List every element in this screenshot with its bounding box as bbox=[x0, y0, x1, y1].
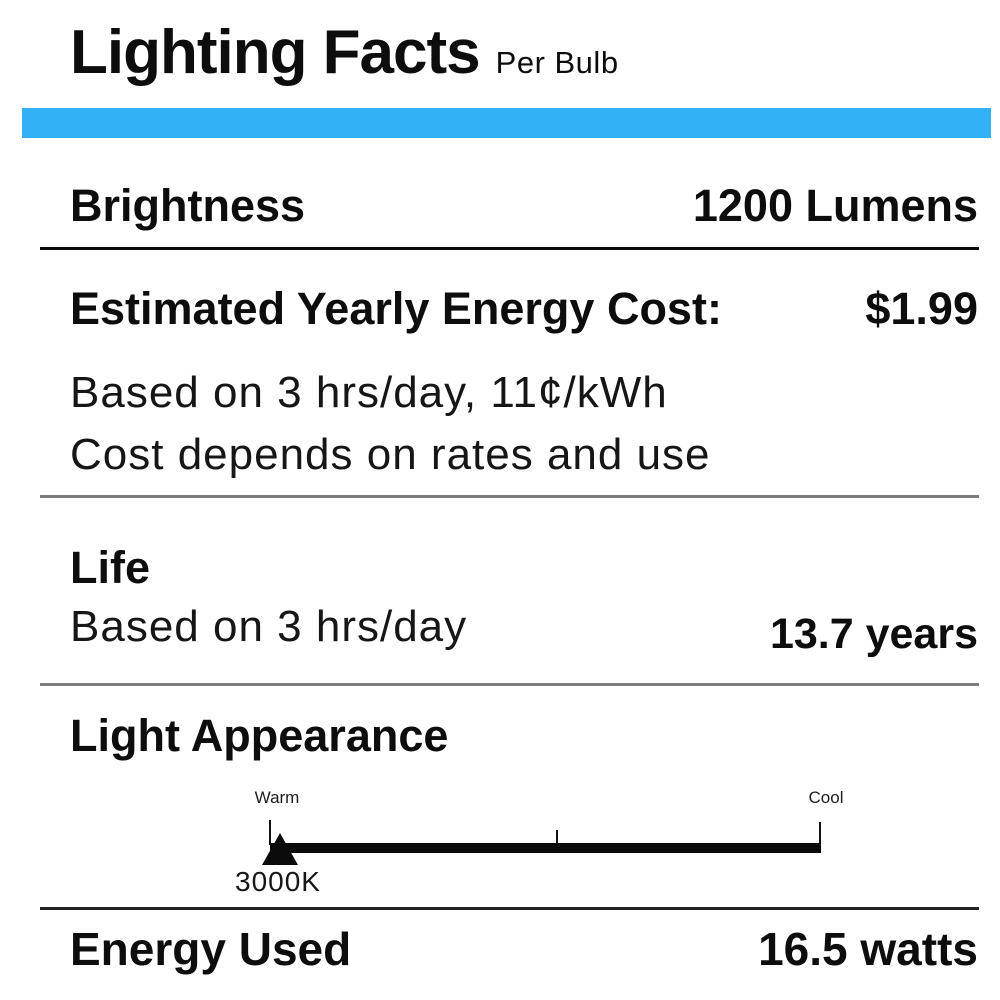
scale-tick-middle bbox=[556, 830, 558, 843]
energy-cost-note-line1: Based on 3 hrs/day, 11¢/kWh bbox=[70, 368, 668, 417]
kelvin-marker-value: 3000K bbox=[235, 866, 321, 897]
divider-before-energy-used bbox=[40, 907, 979, 910]
energy-cost-row: Estimated Yearly Energy Cost: $1.99 bbox=[70, 283, 978, 335]
page-subtitle: Per Bulb bbox=[495, 45, 619, 80]
life-note: Based on 3 hrs/day bbox=[70, 602, 468, 651]
energy-cost-label: Estimated Yearly Energy Cost: bbox=[70, 283, 722, 334]
light-appearance-label: Light Appearance bbox=[70, 710, 449, 761]
light-appearance-heading-row: Light Appearance bbox=[70, 710, 978, 762]
energy-cost-note-line2: Cost depends on rates and use bbox=[70, 430, 711, 479]
kelvin-marker-triangle-icon bbox=[262, 833, 298, 865]
life-value: 13.7 years bbox=[769, 610, 978, 658]
brightness-label: Brightness bbox=[70, 180, 306, 231]
scale-bar bbox=[270, 843, 821, 853]
life-heading-row: Life bbox=[70, 542, 978, 594]
energy-used-row: Energy Used 16.5 watts bbox=[70, 922, 978, 976]
page-title: Lighting Facts bbox=[70, 18, 481, 87]
energy-used-label: Energy Used bbox=[70, 923, 352, 975]
cool-label: Cool bbox=[808, 788, 844, 807]
warm-label: Warm bbox=[254, 788, 300, 807]
title-row: Lighting Facts Per Bulb bbox=[70, 18, 619, 88]
life-detail-row: Based on 3 hrs/day 13.7 years bbox=[70, 602, 978, 658]
divider-after-brightness bbox=[40, 247, 979, 250]
brightness-row: Brightness 1200 Lumens bbox=[70, 180, 978, 232]
divider-after-life bbox=[40, 683, 979, 686]
energy-used-value: 16.5 watts bbox=[758, 923, 978, 975]
energy-cost-value: $1.99 bbox=[865, 283, 978, 334]
brightness-value: 1200 Lumens bbox=[692, 180, 978, 231]
life-label: Life bbox=[70, 542, 151, 593]
divider-after-energy-cost bbox=[40, 495, 979, 498]
accent-bar bbox=[22, 108, 991, 138]
scale-tick-warm bbox=[269, 820, 271, 845]
scale-tick-cool bbox=[819, 822, 821, 843]
